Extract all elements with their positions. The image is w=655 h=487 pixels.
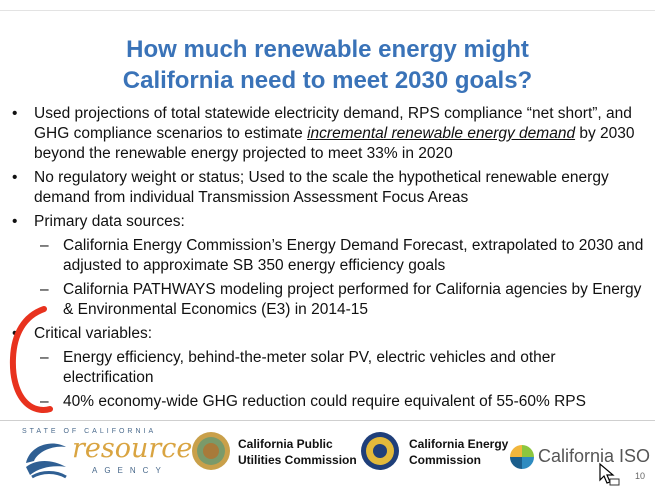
bullet-text: Primary data sources: <box>34 213 185 230</box>
bullet-projections: Used projections of total statewide elec… <box>0 104 655 164</box>
title-line-1: How much renewable energy might <box>126 36 529 63</box>
emphasis-text: incremental renewable energy demand <box>307 125 576 142</box>
top-strip <box>0 0 655 11</box>
slide-body: Used projections of total statewide elec… <box>0 104 655 416</box>
footer-logos: STATE OF CALIFORNIA resources AGENCY Cal… <box>0 421 655 487</box>
sub-bullet-ghg: 40% economy-wide GHG reduction could req… <box>0 392 655 412</box>
cec-label: California Energy Commission <box>409 436 508 468</box>
bullet-text: Energy efficiency, behind-the-meter sola… <box>63 349 556 386</box>
resources-swoosh-icon <box>26 443 67 479</box>
bullet-text: by 2030 beyond the renewable energy proj… <box>34 125 635 162</box>
footer-divider <box>0 420 655 421</box>
cpuc-label-line-2: Utilities Commission <box>238 453 357 467</box>
bullet-text: No regulatory weight or status; Used to … <box>34 169 609 206</box>
cpuc-seal-icon <box>192 432 230 470</box>
bullet-text: Used projections of total statewide elec… <box>34 105 632 142</box>
bullet-text: Critical variables: <box>34 325 153 342</box>
resources-wordmark: resources <box>72 433 207 464</box>
cec-label-line-1: California Energy <box>409 437 509 451</box>
california-iso-logo-icon <box>510 445 534 469</box>
bullet-critical-variables: Critical variables: <box>0 324 655 344</box>
page-number: 10 <box>635 471 646 481</box>
slide-title: How much renewable energy might Californ… <box>0 34 655 96</box>
mouse-cursor-icon <box>599 462 620 486</box>
bullet-regulatory: No regulatory weight or status; Used to … <box>0 168 655 208</box>
sub-bullet-pathways: California PATHWAYS modeling project per… <box>0 280 655 320</box>
california-iso-wordmark: California ISO <box>538 446 651 466</box>
cpuc-label: California Public Utilities Commission <box>238 436 357 468</box>
cpuc-label-line-1: California Public <box>238 437 333 451</box>
bullet-text: 40% economy-wide GHG reduction could req… <box>63 393 586 410</box>
bullet-primary-sources: Primary data sources: <box>0 212 655 232</box>
title-line-2: California need to meet 2030 goals? <box>122 67 533 94</box>
sub-bullet-efficiency: Energy efficiency, behind-the-meter sola… <box>0 348 655 388</box>
bullet-text: California PATHWAYS modeling project per… <box>63 281 642 318</box>
bullet-text: California Energy Commission’s Energy De… <box>63 237 644 274</box>
resources-top-text: STATE OF CALIFORNIA <box>22 428 157 435</box>
resources-bottom-text: AGENCY <box>92 466 168 475</box>
cec-seal-icon <box>361 432 399 470</box>
cec-label-line-2: Commission <box>409 453 482 467</box>
sub-bullet-cec-forecast: California Energy Commission’s Energy De… <box>0 236 655 276</box>
